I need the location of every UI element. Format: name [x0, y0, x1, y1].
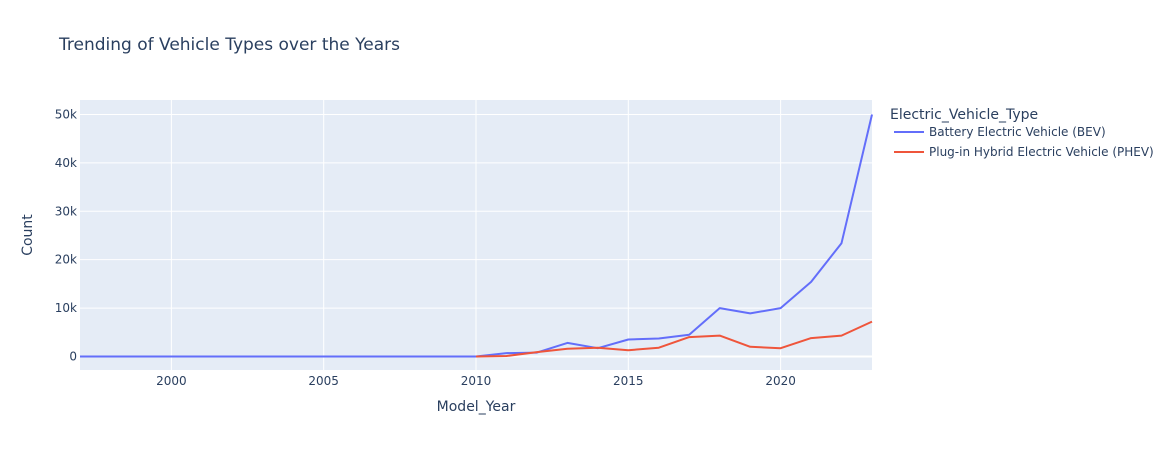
series-line-bev[interactable]	[80, 114, 873, 358]
x-gridlines	[170, 100, 782, 370]
legend-item[interactable]: Plug-in Hybrid Electric Vehicle (PHEV)	[894, 145, 1154, 159]
x-axis-title: Model_Year	[437, 399, 516, 415]
y-axis-ticks: 0 10k 20k 30k 40k 50k	[55, 108, 77, 364]
legend-item[interactable]: Battery Electric Vehicle (BEV)	[894, 125, 1106, 139]
legend: Electric_Vehicle_Type Battery Electric V…	[890, 107, 1154, 159]
x-tick-label: 2000	[156, 374, 187, 388]
y-tick-label: 0	[69, 349, 77, 363]
y-tick-label: 10k	[55, 301, 77, 315]
legend-label: Battery Electric Vehicle (BEV)	[929, 125, 1106, 139]
x-tick-label: 2020	[765, 374, 796, 388]
y-tick-label: 50k	[55, 108, 77, 122]
legend-label: Plug-in Hybrid Electric Vehicle (PHEV)	[929, 145, 1154, 159]
series-line-phev[interactable]	[475, 320, 873, 358]
y-tick-label: 40k	[55, 156, 77, 170]
y-tick-label: 30k	[55, 204, 77, 218]
x-tick-label: 2005	[308, 374, 339, 388]
x-tick-label: 2010	[461, 374, 492, 388]
series-lines	[80, 114, 873, 358]
x-tick-label: 2015	[613, 374, 644, 388]
legend-title: Electric_Vehicle_Type	[890, 107, 1038, 123]
y-tick-label: 20k	[55, 253, 77, 267]
y-axis-title: Count	[20, 214, 36, 256]
x-axis-ticks: 2000 2005 2010 2015 2020	[156, 374, 796, 388]
chart-title: Trending of Vehicle Types over the Years	[58, 35, 400, 55]
